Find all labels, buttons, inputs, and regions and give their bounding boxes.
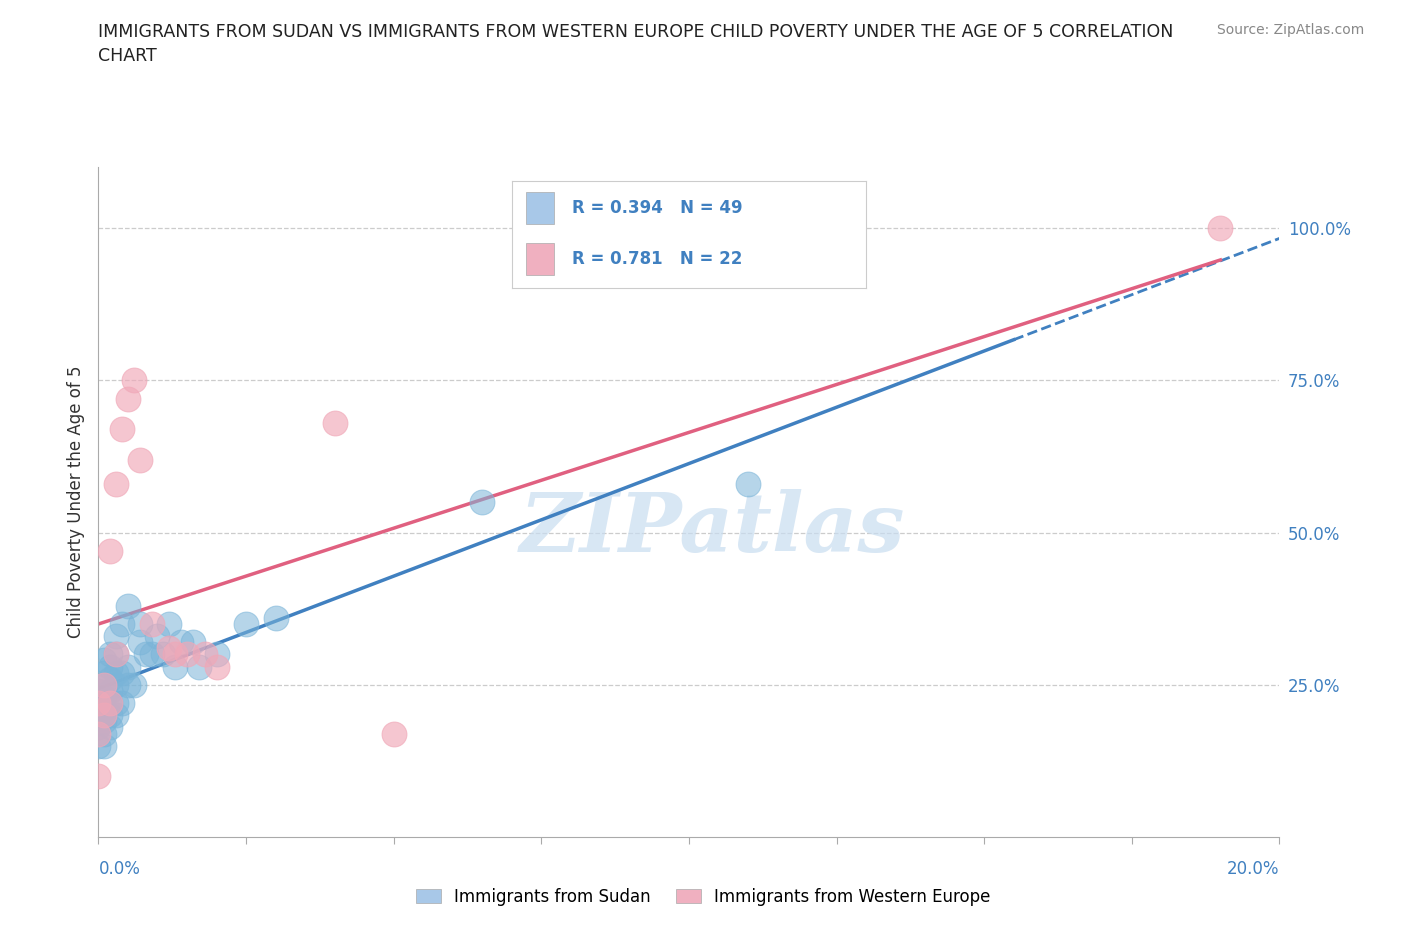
Point xyxy=(87,696,110,711)
Point xyxy=(93,702,115,717)
Point xyxy=(98,543,121,558)
Point xyxy=(382,726,405,741)
Point xyxy=(135,647,157,662)
Point xyxy=(471,495,494,510)
Point xyxy=(141,647,163,662)
Point xyxy=(1209,220,1232,235)
Point xyxy=(117,677,139,692)
Point xyxy=(117,659,139,674)
Point xyxy=(87,708,110,723)
Point xyxy=(87,696,110,711)
Text: ZIPatlas: ZIPatlas xyxy=(520,489,905,569)
Point xyxy=(157,641,180,656)
Point xyxy=(264,610,287,625)
Legend: Immigrants from Sudan, Immigrants from Western Europe: Immigrants from Sudan, Immigrants from W… xyxy=(409,881,997,912)
Y-axis label: Child Poverty Under the Age of 5: Child Poverty Under the Age of 5 xyxy=(66,365,84,639)
Point xyxy=(93,665,115,680)
Point xyxy=(98,696,121,711)
Point xyxy=(87,684,110,698)
Point xyxy=(128,617,150,631)
Point xyxy=(87,720,110,735)
Point xyxy=(93,714,115,729)
Point xyxy=(111,665,134,680)
Point xyxy=(737,476,759,491)
Point xyxy=(128,635,150,650)
Point xyxy=(323,416,346,431)
Point xyxy=(105,708,128,723)
Point xyxy=(165,659,187,674)
Point xyxy=(93,677,115,692)
Point xyxy=(176,647,198,662)
Point xyxy=(98,659,121,674)
Point xyxy=(111,421,134,436)
Point xyxy=(117,598,139,613)
Point xyxy=(165,647,187,662)
Point xyxy=(105,647,128,662)
Text: Source: ZipAtlas.com: Source: ZipAtlas.com xyxy=(1216,23,1364,37)
Point xyxy=(87,726,110,741)
Point xyxy=(105,476,128,491)
Point xyxy=(93,653,115,668)
Point xyxy=(128,452,150,467)
Point xyxy=(105,677,128,692)
Point xyxy=(98,671,121,686)
Point xyxy=(141,617,163,631)
Point xyxy=(152,647,174,662)
Point xyxy=(105,665,128,680)
Point xyxy=(194,647,217,662)
Point xyxy=(98,708,121,723)
Point xyxy=(105,629,128,644)
Point xyxy=(111,696,134,711)
Point xyxy=(93,708,115,723)
Point xyxy=(187,659,209,674)
Point xyxy=(98,720,121,735)
Point xyxy=(181,635,204,650)
Point xyxy=(93,726,115,741)
Point xyxy=(105,696,128,711)
Text: IMMIGRANTS FROM SUDAN VS IMMIGRANTS FROM WESTERN EUROPE CHILD POVERTY UNDER THE : IMMIGRANTS FROM SUDAN VS IMMIGRANTS FROM… xyxy=(98,23,1174,65)
Point xyxy=(157,617,180,631)
Point xyxy=(87,738,110,753)
Point xyxy=(98,647,121,662)
Point xyxy=(146,629,169,644)
Text: 20.0%: 20.0% xyxy=(1227,860,1279,878)
Point xyxy=(117,392,139,406)
Point xyxy=(170,635,193,650)
Point xyxy=(93,689,115,704)
Point xyxy=(205,647,228,662)
Point xyxy=(105,647,128,662)
Text: 0.0%: 0.0% xyxy=(98,860,141,878)
Point xyxy=(205,659,228,674)
Point xyxy=(98,684,121,698)
Point xyxy=(111,617,134,631)
Point xyxy=(98,696,121,711)
Point xyxy=(235,617,257,631)
Point xyxy=(122,373,145,388)
Point xyxy=(93,677,115,692)
Point xyxy=(93,738,115,753)
Point xyxy=(87,769,110,784)
Point xyxy=(122,677,145,692)
